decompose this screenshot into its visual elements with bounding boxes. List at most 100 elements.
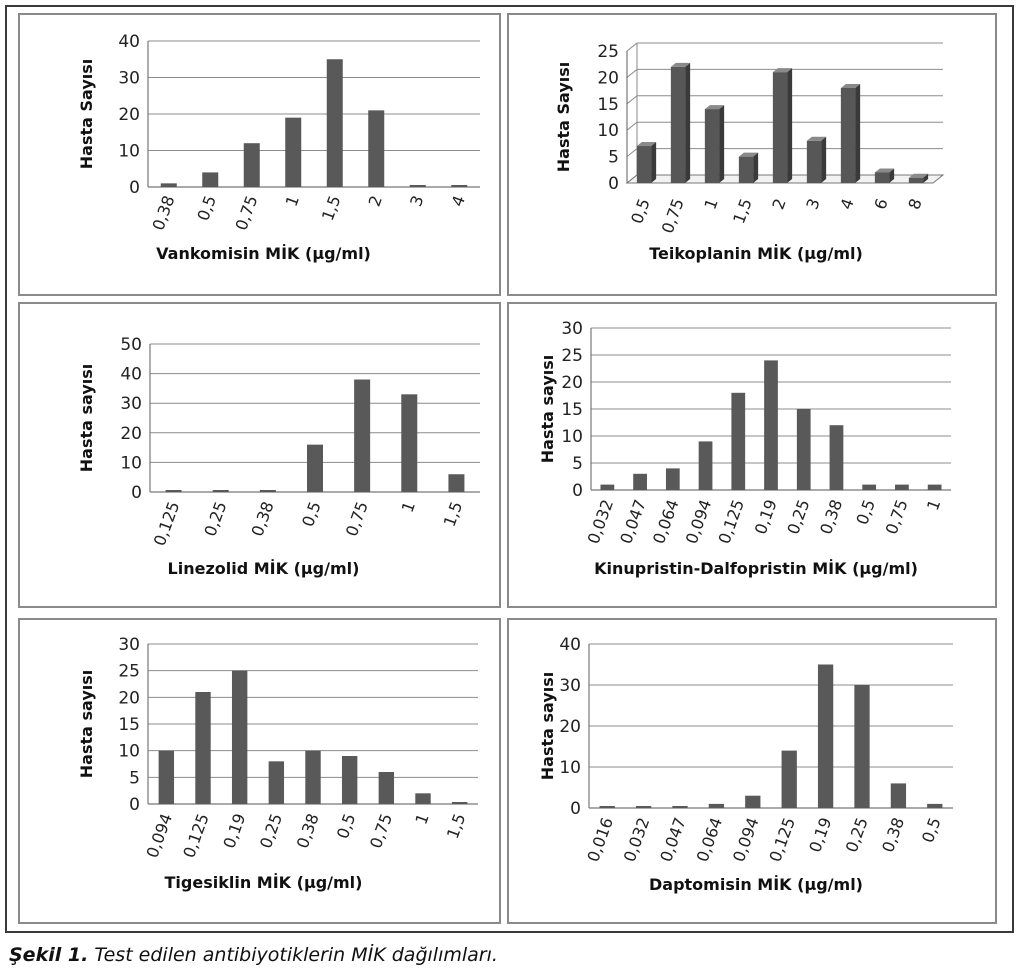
bar [158,750,175,804]
bar [862,484,877,490]
y-tick-label: 30 [118,635,140,655]
x-tick-label: 0,38 [248,499,278,539]
x-tick-label: 3 [802,196,823,212]
bar [708,803,725,808]
bar [665,468,680,490]
bar-side [889,168,895,183]
x-axis-label: Vankomisin MİK (µg/ml) [156,244,371,263]
x-tick-label: 0,047 [656,815,690,865]
bar-top [806,136,827,141]
bar [781,750,797,808]
x-tick-label: 0,125 [179,811,213,861]
y-tick-label: 30 [120,394,142,414]
y-tick-label: 50 [120,335,142,355]
x-tick-label: 1 [923,497,944,513]
y-tick-label: 40 [120,365,142,385]
x-tick-label: 0,75 [231,193,261,233]
y-tick-label: 40 [118,32,140,52]
bar-top [636,142,657,147]
x-tick-label: 4 [448,193,469,209]
bar [212,490,229,492]
bar [704,109,720,183]
y-axis-label: Hasta Sayısı [77,59,96,169]
x-tick-label: 0,032 [584,497,618,547]
y-tick-label: 10 [118,142,140,162]
bar-top [840,83,861,88]
bar-top [670,62,691,67]
y-tick-label: 20 [561,373,583,393]
y-tick-label: 0 [570,799,581,819]
bar [829,425,844,490]
y-tick-label: 20 [597,68,619,88]
figure-caption: Şekil 1. Test edilen antibiyotiklerin Mİ… [9,944,498,966]
bar [636,146,652,183]
x-tick-label: 1 [700,196,721,212]
bar [401,394,418,492]
bar [633,473,647,490]
bar [165,490,182,492]
bar [806,140,822,183]
x-tick-label: 2 [365,193,386,209]
bar-side [753,152,759,183]
x-tick-label: 0,064 [649,497,683,547]
bar [895,484,909,490]
x-tick-label: 0,064 [693,815,727,865]
y-tick-label: 10 [120,453,142,473]
y-tick-label: 20 [118,688,140,708]
y-tick-label: 30 [561,319,583,339]
bar [874,172,890,183]
bar [231,670,248,804]
y-tick-label: 25 [561,346,583,366]
bar [354,379,371,492]
y-axis-label: Hasta sayısı [538,355,557,463]
x-tick-label: 6 [870,196,891,212]
x-tick-label: 4 [836,196,857,212]
bar-side [685,62,691,184]
chart-svg: 0 10 20 30 40 0,38 0,5 0,75 1 1,5 2 3 4 Hasta Sayısı V… [77,32,480,263]
bar-side [787,68,793,183]
y-axis-label: Hasta sayısı [77,670,96,778]
x-tick-label: 0,25 [200,499,230,539]
bar [738,156,754,183]
grid-line-depth [626,42,638,52]
bar [307,444,323,492]
x-tick-label: 0,38 [293,811,323,851]
y-tick-label: 10 [597,121,619,141]
y-tick-label: 20 [118,105,140,125]
y-tick-label: 15 [597,95,619,115]
x-axis-label: Kinupristin-Dalfopristin MİK (µg/ml) [594,559,918,578]
bar [927,803,943,808]
bar [243,143,260,187]
bar-side [855,83,861,183]
bar [378,772,395,804]
y-axis-label: Hasta sayısı [538,672,557,780]
bar [451,802,468,804]
x-tick-label: 1,5 [440,499,467,529]
x-tick-label: 0,25 [783,497,813,537]
x-tick-label: 0,094 [729,815,763,865]
y-tick-label: 20 [120,424,142,444]
x-tick-label: 0,5 [918,815,945,845]
y-tick-label: 40 [559,635,581,655]
bar-top [874,168,895,173]
x-tick-label: 0,047 [616,497,650,547]
x-tick-label: 0,25 [256,811,286,851]
x-tick-label: 0,016 [583,815,617,865]
bar [448,474,465,492]
y-tick-label: 20 [559,717,581,737]
x-tick-label: 1 [398,499,419,515]
y-tick-label: 30 [559,676,581,696]
x-tick-label: 1,5 [318,193,345,223]
grid-line-depth [626,95,638,105]
chart-svg: 0 5 10 15 20 25 30 0,032 0,047 0,064 0,094 0,125 0,1… [538,319,951,578]
bar-top [704,105,725,110]
y-tick-label: 15 [118,715,140,735]
x-tick-label: 0,75 [658,196,688,236]
grid-line-depth [626,121,638,131]
x-tick-label: 0,19 [219,811,249,851]
x-tick-label: 8 [904,196,925,212]
bar [160,183,177,187]
y-tick-label: 10 [118,742,140,762]
bar-side [923,173,929,183]
